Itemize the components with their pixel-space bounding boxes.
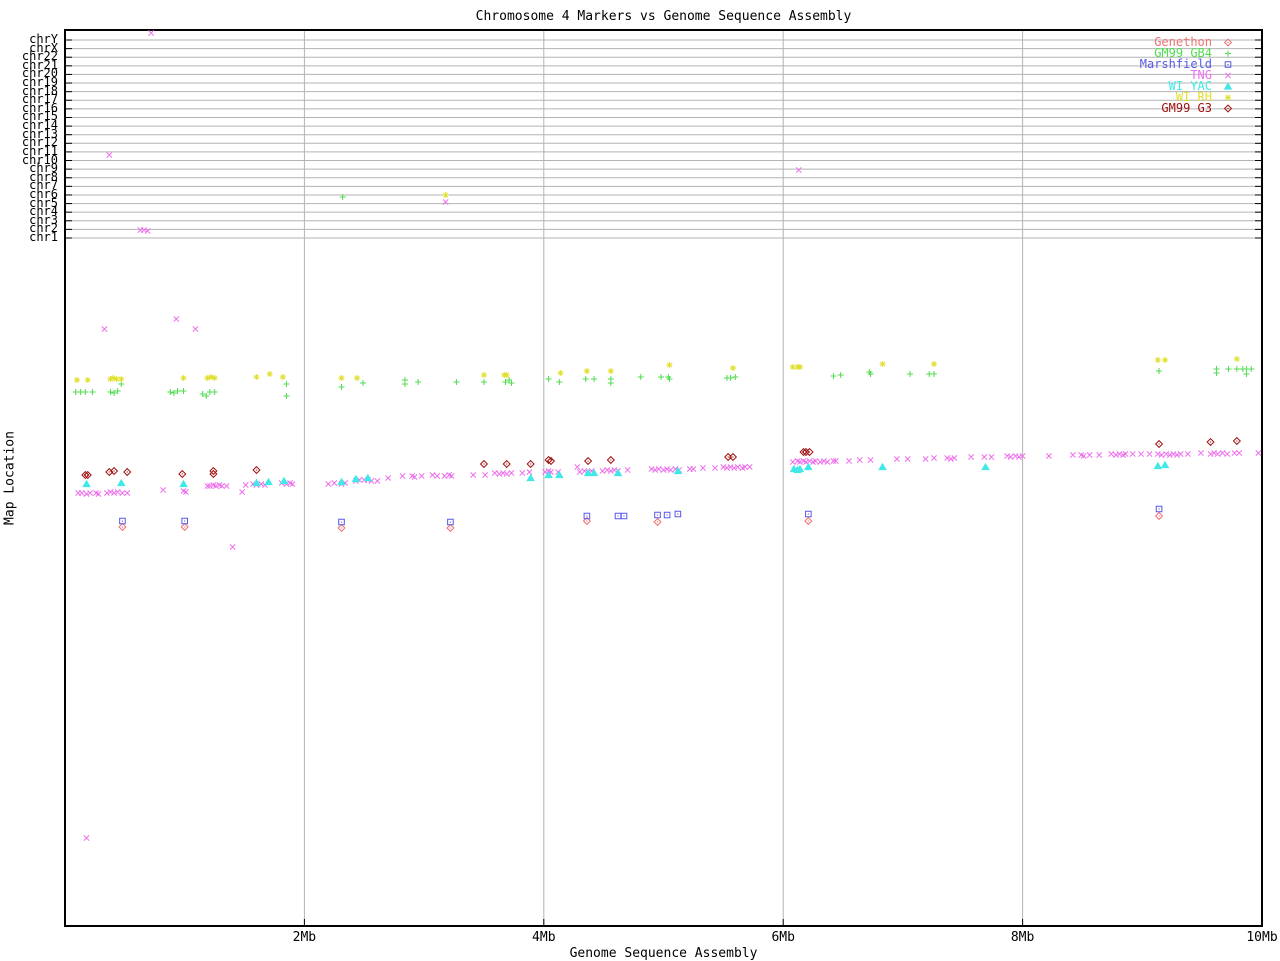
chromosome-label-chr16: chr16 [21, 100, 58, 115]
chromosome-label-chr17: chr17 [21, 92, 58, 107]
x-tick-label-2Mb: 2Mb [292, 930, 317, 945]
chromosome-label-chr2: chr2 [29, 221, 58, 236]
legend-label-genethon: Genethon [1154, 35, 1212, 49]
chromosome-label-chr3: chr3 [29, 212, 58, 227]
chromosome-label-chr7: chr7 [29, 178, 58, 193]
x-tick-label-6Mb: 6Mb [771, 930, 795, 945]
legend-marker-icon-marshfield [1224, 61, 1232, 68]
chromosome-label-chrX: chrX [29, 40, 58, 55]
series-points-wi-yac [82, 460, 1170, 488]
x-tick-label-4Mb: 4Mb [532, 930, 556, 945]
x-tick-label-8Mb: 8Mb [1010, 930, 1035, 945]
chromosome-label-chr11: chr11 [21, 143, 58, 158]
plot-border [64, 29, 1263, 927]
legend-marker-icon-gm99-gb4 [1225, 50, 1231, 57]
legend-marker-icon-genethon [1223, 38, 1233, 47]
chromosome-label-chr14: chr14 [21, 118, 58, 133]
legend-entry-wi-yac: WI YAC [1140, 79, 1236, 93]
legend-label-tng: TNG [1190, 68, 1212, 82]
chromosome-label-chr20: chr20 [21, 66, 58, 81]
chromosome-label-chr1: chr1 [29, 230, 58, 244]
series-points-gm99-g3 [81, 436, 1241, 480]
series-points-gm99-gb4 [72, 194, 1255, 399]
legend-label-wi-yac: WI YAC [1168, 79, 1212, 93]
legend-label-gm99-gb4: GM99 GB4 [1154, 46, 1212, 60]
chromosome-label-chrY: chrY [29, 32, 58, 46]
legend-entry-genethon: Genethon [1140, 35, 1236, 49]
legend-entry-marshfield: Marshfield [1139, 57, 1236, 71]
legend-label-marshfield: Marshfield [1139, 57, 1212, 71]
y-axis-label: Map Location [2, 431, 18, 525]
legend-marker-icon-gm99-g3 [1223, 104, 1233, 113]
legend-marker-icon-tng [1225, 72, 1231, 79]
legend-marker-icon-wi-rh [1225, 94, 1231, 101]
chromosome-label-chr21: chr21 [21, 57, 58, 72]
legend-entry-wi-rh: WI RH [1140, 90, 1236, 104]
chromosome-label-chr8: chr8 [29, 169, 58, 184]
chromosome-label-chr22: chr22 [21, 49, 58, 64]
chromosome-label-chr6: chr6 [29, 186, 58, 201]
x-tick-label-10Mb: 10Mb [1246, 930, 1278, 945]
legend-entry-gm99-g3: GM99 G3 [1140, 101, 1236, 115]
chromosome-label-chr13: chr13 [21, 126, 58, 141]
chart-title: Chromosome 4 Markers vs Genome Sequence … [475, 9, 852, 24]
chromosome-label-chr9: chr9 [29, 161, 58, 176]
chromosome-label-chr19: chr19 [21, 75, 58, 90]
series-points-genethon [118, 511, 1164, 533]
series-points-marshfield [119, 505, 1163, 526]
legend-entry-gm99-gb4: GM99 GB4 [1140, 46, 1236, 60]
chromosome-label-chr12: chr12 [21, 135, 58, 150]
legend-label-wi-rh: WI RH [1175, 90, 1212, 104]
chromosome-label-chr18: chr18 [21, 83, 58, 98]
series-points-wi-rh [73, 192, 1240, 383]
chromosome-label-chr5: chr5 [29, 195, 58, 210]
chromosome-label-chr10: chr10 [21, 152, 58, 167]
chromosome-label-chr4: chr4 [29, 204, 58, 219]
x-axis-label: Genome Sequence Assembly [569, 946, 758, 961]
legend: Genethon GM99 GB4 Marshfield TNG WI YAC WI RH… [1139, 35, 1236, 115]
legend-entry-tng: TNG [1140, 68, 1236, 82]
chromosome-label-chr15: chr15 [21, 109, 58, 124]
legend-marker-icon-wi-yac [1223, 82, 1233, 90]
legend-label-gm99-g3: GM99 G3 [1161, 101, 1212, 115]
